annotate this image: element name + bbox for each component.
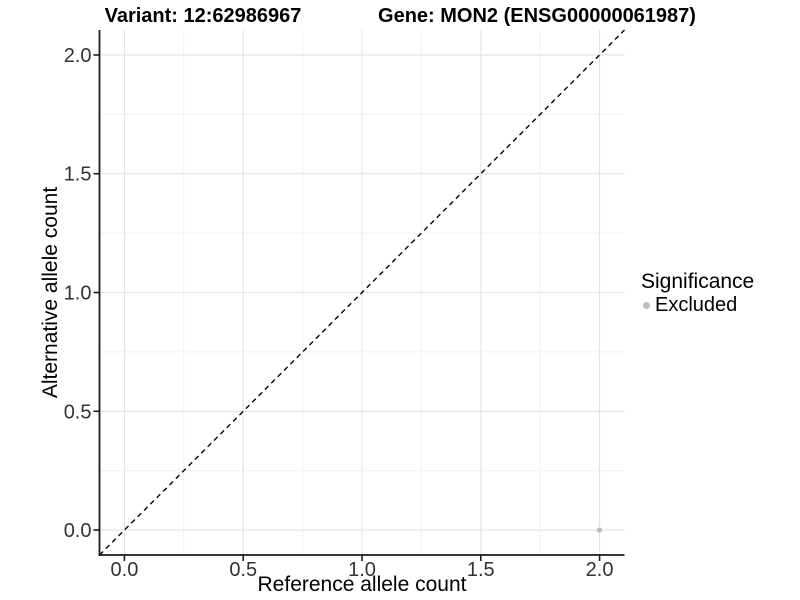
data-point-excluded: [596, 527, 603, 533]
x-tick-label: 1.5: [467, 559, 495, 581]
x-tick-label: 2.0: [586, 559, 614, 581]
y-tick-label: 0.0: [64, 520, 92, 542]
legend: Significance Excluded: [641, 270, 755, 317]
x-tick-label: 1.0: [348, 559, 376, 581]
y-tick-label: 1.0: [64, 283, 92, 305]
x-tick-label: 0.5: [229, 559, 257, 581]
gene-title: Gene: MON2 (ENSG00000061987): [378, 5, 696, 27]
legend-entry-label: Excluded: [655, 294, 738, 316]
y-tick-label: 2.0: [64, 45, 92, 67]
variant-title: Variant: 12:62986967: [104, 5, 302, 27]
legend-title: Significance: [641, 270, 755, 293]
excluded-point-icon: [643, 301, 650, 309]
identity-line: [99, 29, 625, 556]
y-axis-title: Alternative allele count: [39, 187, 62, 398]
legend-entry-excluded: Excluded: [641, 294, 754, 316]
y-tick-label: 0.5: [64, 401, 92, 423]
x-tick-label: 0.0: [111, 559, 139, 581]
x-axis-title: Reference allele count: [258, 573, 467, 596]
y-tick-label: 1.5: [64, 164, 92, 186]
